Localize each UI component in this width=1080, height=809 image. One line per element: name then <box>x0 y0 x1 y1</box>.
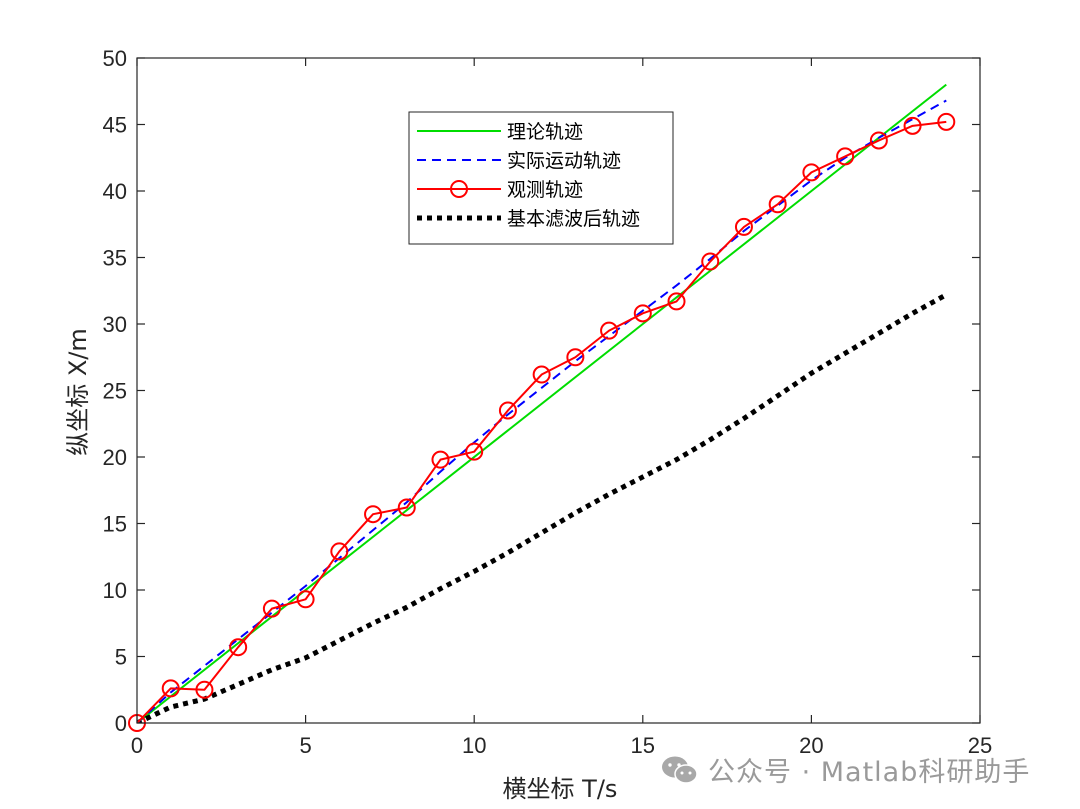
data-point-marker <box>229 638 248 657</box>
plot-area <box>128 83 956 732</box>
data-point-marker <box>397 498 416 517</box>
data-point-marker <box>296 590 315 609</box>
data-point-marker <box>836 147 855 166</box>
data-point-marker <box>734 217 753 236</box>
data-point-marker <box>667 292 686 311</box>
data-point-marker <box>768 195 787 214</box>
series-3 <box>137 120 947 723</box>
series-4 <box>137 292 948 723</box>
x-tick-label: 5 <box>299 733 311 758</box>
y-tick-label: 20 <box>103 445 127 470</box>
y-tick-label: 40 <box>103 179 127 204</box>
data-point-marker <box>566 348 585 367</box>
data-point-marker <box>364 505 383 524</box>
y-tick-label: 0 <box>115 711 127 736</box>
x-tick-label: 25 <box>968 733 992 758</box>
watermark: 公众号 · Matlab科研助手 <box>660 750 1030 789</box>
data-point-marker <box>701 252 720 271</box>
x-tick-label: 10 <box>462 733 486 758</box>
data-point-marker <box>633 304 652 323</box>
data-point-marker <box>262 599 281 618</box>
data-point-marker <box>869 131 888 150</box>
watermark-text: 公众号 · Matlab科研助手 <box>708 757 1031 788</box>
data-point-marker <box>330 542 349 561</box>
data-point-marker <box>802 163 821 182</box>
y-tick-label: 50 <box>103 46 127 71</box>
y-tick-label: 25 <box>103 379 127 404</box>
series-2 <box>137 99 947 723</box>
legend-item: 观测轨迹 <box>417 179 583 201</box>
legend-item: 实际运动轨迹 <box>417 150 621 172</box>
data-point-marker <box>600 321 619 340</box>
y-tick-label: 45 <box>103 113 127 138</box>
y-tick-label: 30 <box>103 312 127 337</box>
legend-label: 观测轨迹 <box>507 179 583 201</box>
legend-label: 理论轨迹 <box>507 121 583 143</box>
y-tick-label: 15 <box>103 512 127 537</box>
y-axis-label: 纵坐标 X/m <box>64 328 92 456</box>
y-tick-label: 10 <box>103 578 127 603</box>
x-tick-label: 0 <box>131 733 143 758</box>
data-point-marker <box>161 679 180 698</box>
y-tick-label: 35 <box>103 246 127 271</box>
y-tick-label: 5 <box>115 645 127 670</box>
legend-item: 基本滤波后轨迹 <box>417 208 640 230</box>
wechat-icon <box>660 755 700 785</box>
x-tick-label: 20 <box>799 733 823 758</box>
x-tick-label: 15 <box>631 733 655 758</box>
legend-item: 理论轨迹 <box>417 121 583 143</box>
legend-label: 基本滤波后轨迹 <box>507 208 640 230</box>
data-point-marker <box>532 365 551 384</box>
legend-label: 实际运动轨迹 <box>507 150 621 172</box>
data-point-marker <box>431 450 450 469</box>
x-axis-label: 横坐标 T/s <box>503 775 618 803</box>
axes: 0 5 10 15 20 25 0 5 10 15 20 25 30 35 40 45 50 <box>103 46 993 758</box>
data-point-marker <box>498 401 517 420</box>
data-point-marker <box>195 680 214 699</box>
data-point-marker <box>937 112 956 131</box>
data-point-marker <box>465 442 484 461</box>
data-point-marker <box>903 116 922 135</box>
